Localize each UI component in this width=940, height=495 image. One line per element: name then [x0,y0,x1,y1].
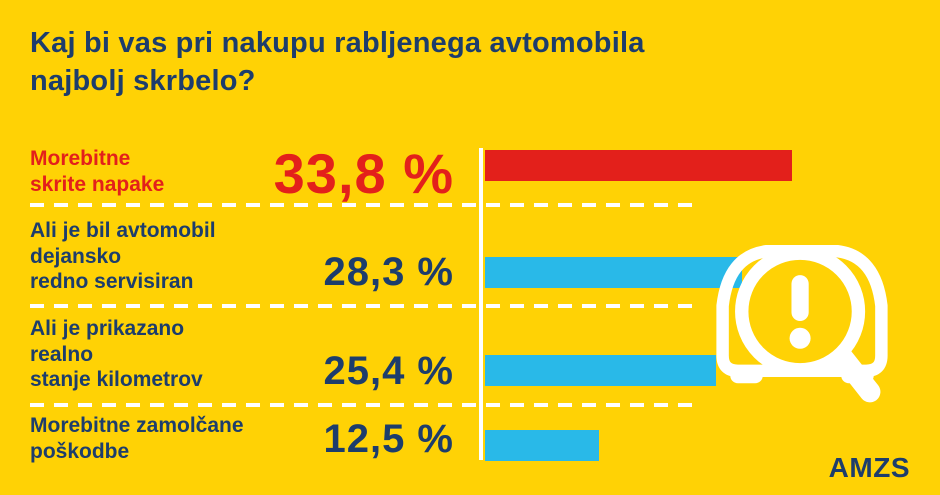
car-with-magnifier-icon [716,245,888,403]
bar [485,430,599,461]
category-label: Morebitne skrite napake [30,147,165,196]
bar [485,257,742,288]
value-label: 28,3 % [323,250,454,294]
category-label: Ali je bil avtomobil dejansko redno serv… [30,219,216,294]
value-label: 25,4 % [323,349,454,393]
category-label: Ali je prikazano realno stanje kilometro… [30,317,203,392]
row-divider [30,203,702,207]
amzs-logo: AMZS [828,452,910,483]
row-divider [30,304,702,308]
bar [485,355,716,386]
row-divider [30,403,702,407]
bar [485,150,792,181]
category-label: Morebitne zamolčane poškodbe [30,414,244,463]
axis-line [479,148,483,460]
page-title: Kaj bi vas pri nakupu rabljenega avtomob… [30,27,645,98]
value-label: 12,5 % [323,417,454,461]
car-inspection-icon [692,212,912,432]
value-label: 33,8 % [273,142,454,205]
